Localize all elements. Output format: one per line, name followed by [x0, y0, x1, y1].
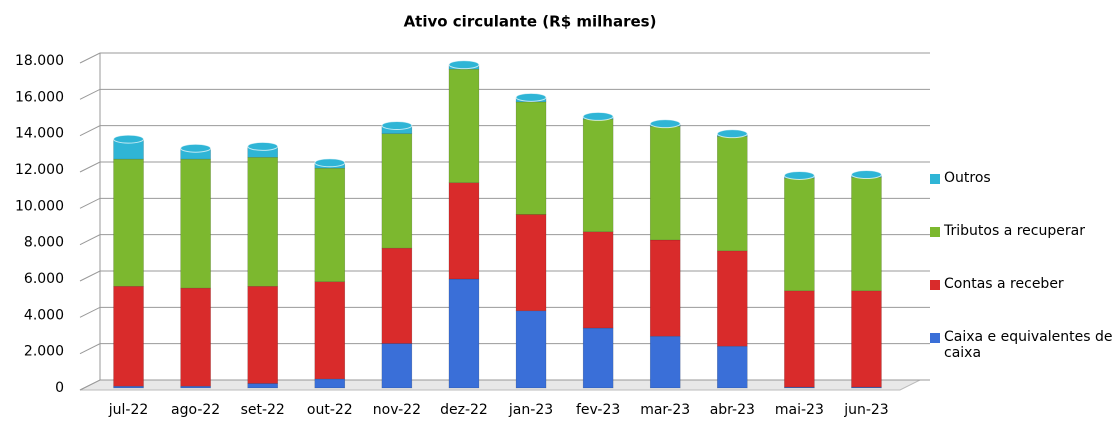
- x-tick-label: ago-22: [171, 402, 220, 418]
- bar-top: [515, 92, 547, 102]
- bar-segment: [448, 182, 480, 280]
- bar-segment: [180, 287, 211, 387]
- bar-segment: [113, 158, 144, 287]
- legend-item: Outros: [930, 170, 1115, 223]
- bar-segment: [784, 177, 815, 292]
- x-tick-label: dez-22: [440, 402, 488, 418]
- bar-segment: [314, 167, 346, 282]
- legend-swatch: [930, 227, 940, 237]
- bar-top: [716, 129, 748, 139]
- bar-segment: [649, 239, 681, 337]
- bar-top: [314, 158, 346, 168]
- bar-segment: [515, 214, 547, 312]
- bar-segment: [247, 383, 278, 389]
- bar-segment: [851, 177, 882, 292]
- bar-segment: [851, 386, 882, 389]
- x-tick-label: fev-23: [576, 402, 620, 418]
- x-tick-label: set-22: [241, 402, 285, 418]
- bar-top: [850, 170, 882, 180]
- x-tick-label: abr-23: [710, 402, 755, 418]
- legend-item: Contas a receber: [930, 276, 1115, 329]
- grid-line: [79, 125, 930, 137]
- x-tick-label: jan-23: [508, 402, 553, 418]
- bar-segment: [649, 335, 681, 389]
- bar-segment: [515, 310, 547, 389]
- legend-item: Tributos a recuperar: [930, 223, 1115, 276]
- x-tick-label: nov-22: [373, 402, 421, 418]
- y-tick-label: 0: [55, 380, 64, 396]
- bar-segment: [582, 327, 614, 389]
- legend-label: Tributos a recuperar: [944, 223, 1085, 239]
- bar-segment: [784, 290, 815, 388]
- legend-swatch: [930, 333, 940, 343]
- grid-line: [79, 52, 930, 64]
- legend-item: Caixa e equivalentes de caixa: [930, 329, 1115, 382]
- bar-segment: [448, 68, 480, 183]
- legend-label: Outros: [944, 170, 991, 186]
- legend-label: Caixa e equivalentes de caixa: [944, 329, 1113, 361]
- x-tick-label: mai-23: [775, 402, 824, 418]
- bar-segment: [247, 286, 278, 384]
- legend-label: Contas a receber: [944, 276, 1064, 292]
- chart-title: Ativo circulante (R$ milhares): [404, 13, 657, 31]
- y-tick-label: 10.000: [15, 198, 64, 214]
- bar-top: [783, 170, 815, 180]
- bar-segment: [381, 247, 413, 344]
- bar-segment: [314, 281, 346, 380]
- bar-segment: [113, 385, 144, 389]
- legend-swatch: [930, 280, 940, 290]
- bar-top: [582, 111, 614, 121]
- x-tick-label: jul-22: [108, 402, 149, 418]
- bar-segment: [314, 378, 346, 389]
- bar-segment: [381, 343, 413, 389]
- bar-segment: [582, 118, 614, 233]
- bar-segment: [784, 386, 815, 389]
- bar-segment: [180, 158, 211, 289]
- bar-segment: [247, 157, 278, 287]
- grid-line: [79, 88, 930, 100]
- bar-top: [448, 60, 480, 70]
- y-tick-label: 14.000: [15, 126, 64, 142]
- bar-segment: [717, 345, 748, 389]
- bar-top: [247, 141, 279, 151]
- y-tick-label: 8.000: [24, 235, 64, 251]
- bar-segment: [180, 385, 211, 389]
- bar-top: [381, 120, 413, 130]
- bar-top: [180, 143, 212, 153]
- bar-top: [649, 119, 681, 129]
- y-tick-label: 4.000: [24, 307, 64, 323]
- bar-segment: [448, 278, 480, 389]
- bar-segment: [649, 126, 681, 241]
- y-tick-label: 2.000: [24, 344, 64, 360]
- legend: Outros Tributos a recuperar Contas a receb…: [930, 170, 1115, 382]
- legend-swatch: [930, 174, 940, 184]
- y-tick-label: 18.000: [15, 53, 64, 69]
- bar-segment: [717, 250, 748, 347]
- x-tick-label: mar-23: [640, 402, 690, 418]
- bar-segment: [851, 290, 882, 388]
- bar-segment: [515, 101, 547, 215]
- y-tick-label: 12.000: [15, 162, 64, 178]
- bar-segment: [113, 286, 144, 387]
- x-tick-label: jun-23: [843, 402, 889, 418]
- y-tick-label: 6.000: [24, 271, 64, 287]
- bar-segment: [381, 133, 413, 249]
- bar-segment: [582, 231, 614, 329]
- bar-top: [113, 134, 145, 144]
- bar-segment: [717, 136, 748, 252]
- y-tick-label: 16.000: [15, 89, 64, 105]
- x-tick-label: out-22: [307, 402, 353, 418]
